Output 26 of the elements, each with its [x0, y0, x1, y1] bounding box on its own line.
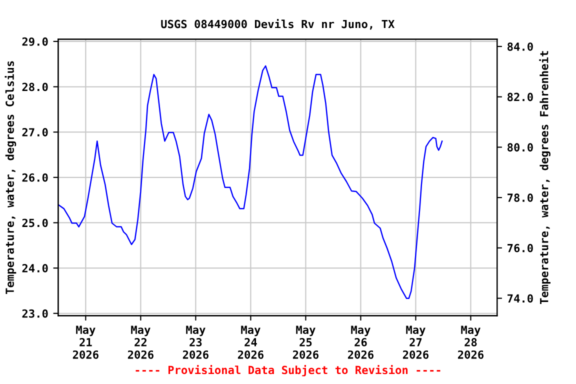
x-tick-label: May 21 2026 [72, 326, 98, 359]
y2-tick-label: 80.0 [508, 143, 533, 152]
y-tick-label: 23.0 [22, 309, 48, 318]
line-series [58, 65, 443, 300]
x-tick-label: May 26 2026 [348, 326, 374, 359]
x-tick-label: May 28 2026 [458, 326, 484, 359]
x-tick-label: May 24 2026 [238, 326, 264, 359]
x-tick-label: May 27 2026 [402, 326, 428, 359]
y-tick-label: 25.0 [22, 218, 48, 228]
x-tick-label: May 25 2026 [292, 326, 318, 359]
y-tick-label: 24.0 [22, 264, 48, 272]
y2-axis-title: Temperature, water, degrees Fahrenheit [539, 51, 550, 304]
text: ---- Provisional Data Subject to Revision ---- [136, 364, 440, 376]
y-axis-title: Temperature, water, degrees Celsius [4, 61, 16, 294]
y2-tick-label: 74.0 [508, 294, 533, 303]
x-tick-label: May 22 2026 [128, 326, 154, 359]
y-tick-label: 26.0 [22, 173, 48, 182]
y2-tick-label: 82.0 [508, 92, 533, 102]
chart-title: USGS 08449000 Devils Rv nr Juno, TX [161, 19, 395, 30]
y-tick-label: 28.0 [22, 82, 48, 92]
y2-tick-label: 76.0 [508, 244, 533, 252]
x-tick-label: May 23 2026 [182, 326, 208, 359]
y2-tick-label: 78.0 [508, 194, 533, 202]
y-tick-label: 27.0 [22, 128, 48, 136]
y2-tick-label: 84.0 [508, 42, 533, 51]
y-tick-label: 29.0 [22, 37, 48, 46]
